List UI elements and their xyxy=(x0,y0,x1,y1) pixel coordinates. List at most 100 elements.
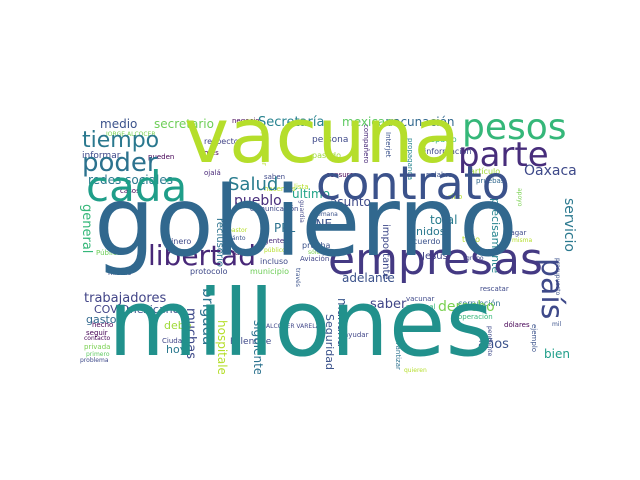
word-empresas: empresas xyxy=(328,234,543,285)
word-persona: persona xyxy=(312,135,349,145)
word-hospitales: hospitales xyxy=(215,320,229,374)
word-sino: sino xyxy=(448,193,463,201)
word-saben: saben xyxy=(264,173,286,181)
word-anos: años xyxy=(478,337,509,352)
word-cuanto: Cuánto xyxy=(224,235,246,242)
word-pruebas: pruebas xyxy=(476,177,505,185)
word-dinero: dinero xyxy=(166,237,192,246)
word-protocolo: protocolo xyxy=(190,267,228,276)
word-palenque: Palenque xyxy=(230,337,272,347)
word-pagar: pagar xyxy=(506,229,527,237)
word-hoy: hoy xyxy=(166,343,187,356)
word-debe: debe xyxy=(164,319,192,332)
word-respecto: respecto xyxy=(204,137,239,146)
word-pasado: pasado xyxy=(312,151,342,160)
word-asunto: asunto xyxy=(330,195,371,209)
word-informar: informar xyxy=(82,151,121,161)
word-incluso: incluso xyxy=(260,257,289,266)
word-dolares: dólares xyxy=(504,321,530,329)
word-covid: COVID xyxy=(94,303,130,316)
word-solo: sólo xyxy=(308,249,321,256)
word-misma: misma xyxy=(512,237,533,244)
word-lista: lista xyxy=(294,183,309,191)
word-brigada: brigada xyxy=(199,288,217,346)
word-presupuesto: presupuesto xyxy=(554,258,561,296)
word-mil: mil xyxy=(552,321,562,328)
word-rescatar: rescatar xyxy=(480,285,509,293)
word-unidos: Unidos xyxy=(408,225,446,238)
word-oaxaca: Oaxaca xyxy=(524,163,577,179)
word-interjet: Interjet xyxy=(384,132,392,158)
word-saber: saber xyxy=(370,297,407,312)
word-apoyo: apoyo xyxy=(516,188,523,207)
word-secretaria: Secretaría xyxy=(258,115,325,130)
word-poder: poder xyxy=(82,148,158,178)
word-guardia: guardia xyxy=(298,200,305,223)
word-palabra: palabra xyxy=(426,171,453,179)
word-trabajadores: trabajadores xyxy=(84,291,167,306)
word-millones: millones xyxy=(108,270,494,374)
word-parte: parte xyxy=(458,135,549,175)
word-precisamente: precisamente xyxy=(489,198,502,274)
word-semana: semana xyxy=(314,211,338,218)
word-medio: medio xyxy=(100,117,138,131)
word-derecho: derecho xyxy=(438,299,495,315)
word-acuerdo: acuerdo xyxy=(408,237,441,246)
word-ine: INE xyxy=(312,217,333,231)
word-pesos: pesos xyxy=(462,108,567,148)
word-ciudad: Ciudad xyxy=(162,337,187,345)
word-gente: gente xyxy=(264,237,285,245)
word-casos: casos xyxy=(120,187,140,195)
word-contacto: contacto xyxy=(84,335,111,342)
word-prueba: prueba xyxy=(302,241,331,250)
word-privada: privada xyxy=(84,343,111,351)
word-pueden: pueden xyxy=(148,153,175,161)
word-contrato: contrato xyxy=(316,156,510,210)
word-vacunacion: vacunación xyxy=(386,115,455,129)
word-pendiente: pendiente xyxy=(486,326,493,357)
word-propaganda: propaganda xyxy=(406,138,414,181)
word-traves: través xyxy=(294,268,301,287)
word-pais: país xyxy=(534,258,569,320)
word-libertad: libertad xyxy=(148,239,256,272)
word-aviacion: Aviación xyxy=(300,255,330,263)
word-mexicano: mexicano xyxy=(126,303,180,316)
word-tiempo: tiempo xyxy=(82,128,160,153)
word-garantizar: garantizar xyxy=(394,334,402,370)
word-companero: compañero xyxy=(362,124,370,164)
word-particular: particular xyxy=(260,132,268,166)
word-creo: creo xyxy=(480,247,496,255)
word-redes-sociales: redes sociales xyxy=(88,173,173,187)
word-ultimo: último xyxy=(292,187,331,201)
word-seguir: seguir xyxy=(86,329,108,337)
word-espacio: espacio xyxy=(426,135,457,144)
word-dia: día xyxy=(450,193,460,200)
word-vacunar: vacunar xyxy=(406,295,435,303)
word-gobierno: gobierno xyxy=(94,166,518,278)
word-corrupcion: corrupción xyxy=(458,299,501,308)
word-mes: mes xyxy=(204,149,219,157)
word-publico: público xyxy=(264,247,286,254)
word-general: general xyxy=(80,204,94,254)
word-alcocer: ALCOCER VARELA xyxy=(266,323,320,330)
word-quieren: quieren xyxy=(404,367,427,374)
word-vacuna: vacuna xyxy=(184,108,461,180)
word-secretario: secretario xyxy=(154,117,214,131)
word-articulo: artículo xyxy=(470,167,501,176)
word-informacion: información xyxy=(424,147,472,156)
word-salud: Salud xyxy=(228,174,279,195)
word-mexicana: mexicana xyxy=(342,115,401,129)
word-grupo: grupo xyxy=(466,255,484,262)
word-ojala: ojalá xyxy=(204,169,221,177)
word-operacion: operación xyxy=(458,313,493,321)
word-total: total xyxy=(430,213,458,227)
word-publica: Pública xyxy=(96,249,122,257)
word-hacemos: hacemos xyxy=(264,185,296,193)
word-importante: importante xyxy=(380,224,391,280)
word-pastor: pastor xyxy=(228,227,248,234)
word-mismo: mismo xyxy=(108,269,132,277)
word-comunicacion: comunicación xyxy=(250,205,299,213)
word-servicio: servicio xyxy=(561,198,577,252)
word-cada: cada xyxy=(86,162,188,211)
word-ayudar: ayudar xyxy=(344,331,369,339)
